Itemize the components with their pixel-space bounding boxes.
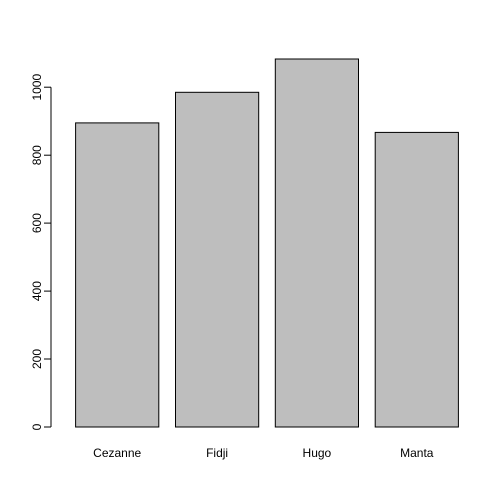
y-tick-label-800: 800 xyxy=(30,145,44,165)
y-tick-label-0: 0 xyxy=(30,423,44,430)
y-tick-label-1000: 1000 xyxy=(30,74,44,101)
x-axis-labels: Cezanne Fidji Hugo Manta xyxy=(93,446,434,460)
x-tick-label-cezanne: Cezanne xyxy=(93,446,141,460)
x-tick-label-manta: Manta xyxy=(400,446,434,460)
bar-hugo xyxy=(274,58,359,428)
bars-group xyxy=(75,58,459,428)
x-tick-label-fidji: Fidji xyxy=(206,446,228,460)
bar-manta xyxy=(374,131,459,428)
y-tick-label-200: 200 xyxy=(30,349,44,369)
y-axis: 0 200 400 600 800 1000 xyxy=(30,74,52,430)
bar-cezanne xyxy=(75,122,160,428)
y-tick-label-400: 400 xyxy=(30,281,44,301)
bar-fidji xyxy=(175,91,260,428)
x-tick-label-hugo: Hugo xyxy=(303,446,332,460)
y-tick-label-600: 600 xyxy=(30,213,44,233)
